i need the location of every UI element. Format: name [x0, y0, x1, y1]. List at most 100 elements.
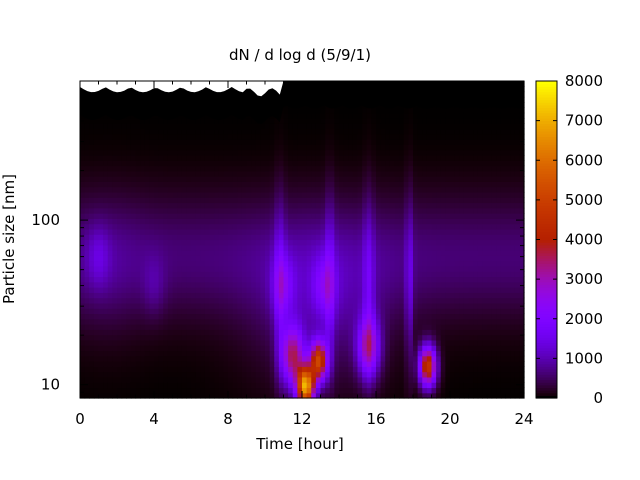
heatmap-cell: [399, 223, 405, 230]
heatmap-cell: [80, 260, 86, 267]
heatmap-cell: [440, 197, 446, 204]
heatmap-cell: [459, 160, 465, 167]
heatmap-cell: [315, 228, 322, 235]
heatmap-cell: [399, 191, 405, 198]
heatmap-cell: [417, 170, 423, 177]
heatmap-cell: [218, 371, 224, 378]
heatmap-cell: [80, 339, 86, 346]
heatmap-cell: [408, 371, 414, 378]
heatmap-cell: [371, 181, 377, 188]
heatmap-cell: [334, 361, 340, 367]
heatmap-cell: [329, 133, 335, 140]
heatmap-cell: [117, 387, 123, 394]
heatmap-cell: [149, 165, 155, 172]
heatmap-cell: [343, 149, 349, 156]
heatmap-cell: [431, 387, 437, 394]
heatmap-cell: [154, 276, 160, 283]
heatmap-cell: [440, 260, 446, 267]
heatmap-cell: [241, 117, 248, 124]
heatmap-cell: [302, 265, 308, 272]
heatmap-cell: [315, 107, 322, 114]
heatmap-cell: [223, 202, 229, 209]
heatmap-cell: [265, 350, 271, 357]
heatmap-cell: [426, 392, 433, 399]
heatmap-cell: [426, 382, 433, 389]
heatmap-cell: [394, 287, 400, 293]
heatmap-cell: [93, 176, 100, 182]
heatmap-cell: [297, 170, 303, 177]
heatmap-cell: [255, 170, 261, 177]
heatmap-cell: [352, 123, 359, 130]
heatmap-cell: [334, 260, 340, 267]
heatmap-cell: [149, 181, 155, 188]
heatmap-cell: [302, 123, 308, 130]
heatmap-cell: [130, 276, 137, 283]
heatmap-cell: [107, 313, 113, 320]
heatmap-cell: [93, 350, 100, 357]
heatmap-cell: [200, 382, 206, 389]
heatmap-cell: [274, 350, 280, 357]
heatmap-cell: [366, 165, 372, 172]
heatmap-cell: [454, 287, 460, 293]
heatmap-cell: [334, 276, 340, 283]
heatmap-cell: [265, 392, 271, 399]
heatmap-cell: [140, 292, 146, 299]
heatmap-cell: [450, 213, 456, 219]
heatmap-cell: [450, 144, 456, 151]
heatmap-cell: [334, 281, 340, 288]
heatmap-cell: [436, 207, 442, 214]
heatmap-cell: [283, 202, 289, 209]
heatmap-cell: [426, 207, 433, 214]
heatmap-cell: [103, 334, 109, 341]
heatmap-cell: [389, 339, 396, 346]
heatmap-cell: [126, 345, 132, 352]
heatmap-cell: [177, 276, 183, 283]
heatmap-cell: [454, 207, 460, 214]
heatmap-cell: [366, 292, 372, 299]
heatmap-cell: [154, 213, 160, 219]
heatmap-cell: [343, 223, 349, 230]
heatmap-cell: [362, 387, 368, 394]
heatmap-cell: [436, 160, 442, 167]
heatmap-cell: [84, 250, 90, 256]
heatmap-cell: [186, 308, 192, 315]
heatmap-cell: [269, 292, 275, 299]
heatmap-cell: [98, 250, 104, 256]
heatmap-cell: [112, 292, 118, 299]
heatmap-cell: [172, 123, 178, 130]
heatmap-cell: [218, 302, 224, 309]
heatmap-cell: [440, 176, 446, 182]
heatmap-cell: [274, 250, 280, 256]
heatmap-cell: [89, 186, 95, 193]
heatmap-cell: [241, 318, 248, 325]
heatmap-cell: [450, 345, 456, 352]
heatmap-cell: [454, 186, 460, 193]
heatmap-cell: [269, 128, 275, 135]
heatmap-cell: [103, 392, 109, 399]
heatmap-cell: [218, 154, 224, 161]
heatmap-cell: [352, 186, 359, 193]
heatmap-cell: [445, 144, 451, 151]
heatmap-cell: [255, 186, 261, 193]
heatmap-cell: [135, 361, 141, 367]
heatmap-cell: [357, 313, 363, 320]
heatmap-cell: [389, 149, 396, 156]
heatmap-cell: [241, 345, 248, 352]
heatmap-cell: [232, 123, 238, 130]
heatmap-cell: [352, 281, 359, 288]
heatmap-cell: [228, 339, 234, 346]
heatmap-cell: [445, 287, 451, 293]
heatmap-cell: [158, 191, 164, 198]
heatmap-cell: [200, 366, 206, 373]
heatmap-cell: [371, 297, 377, 304]
heatmap-cell: [130, 213, 137, 219]
heatmap-cell: [339, 228, 345, 235]
heatmap-cell: [112, 313, 118, 320]
heatmap-cell: [450, 318, 456, 325]
heatmap-cell: [334, 366, 340, 373]
heatmap-cell: [177, 191, 183, 198]
heatmap-cell: [459, 149, 465, 156]
heatmap-cell: [228, 371, 234, 378]
heatmap-cell: [426, 213, 433, 219]
heatmap-cell: [394, 308, 400, 315]
